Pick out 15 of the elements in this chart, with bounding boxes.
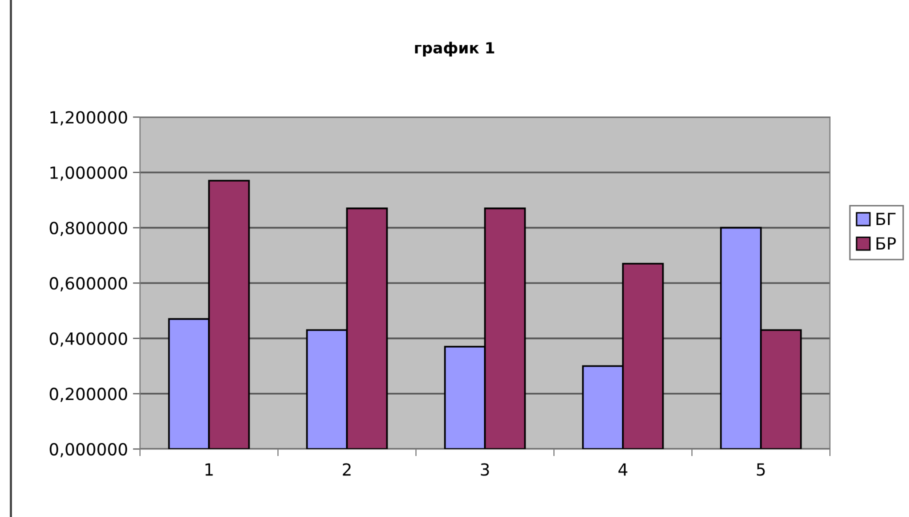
y-tick-label: 0,000000 (50, 442, 128, 458)
x-tick-label: 3 (480, 463, 489, 476)
chart-title: график 1 (415, 42, 494, 57)
x-tick-label: 5 (756, 463, 765, 476)
y-tick-label: 0,800000 (50, 222, 128, 236)
x-tick-label: 2 (342, 463, 351, 476)
y-tick-label: 0,600000 (50, 277, 128, 292)
y-tick-label: 0,400000 (50, 332, 128, 347)
y-tick-label: 0,200000 (50, 388, 128, 402)
legend-label: БГ (876, 212, 896, 226)
legend-label: БР (876, 237, 896, 250)
x-tick-label: 1 (206, 463, 213, 476)
x-tick-label: 4 (618, 463, 628, 476)
y-tick-label: 1,000000 (50, 166, 128, 181)
y-tick-label: 1,200000 (50, 111, 128, 126)
